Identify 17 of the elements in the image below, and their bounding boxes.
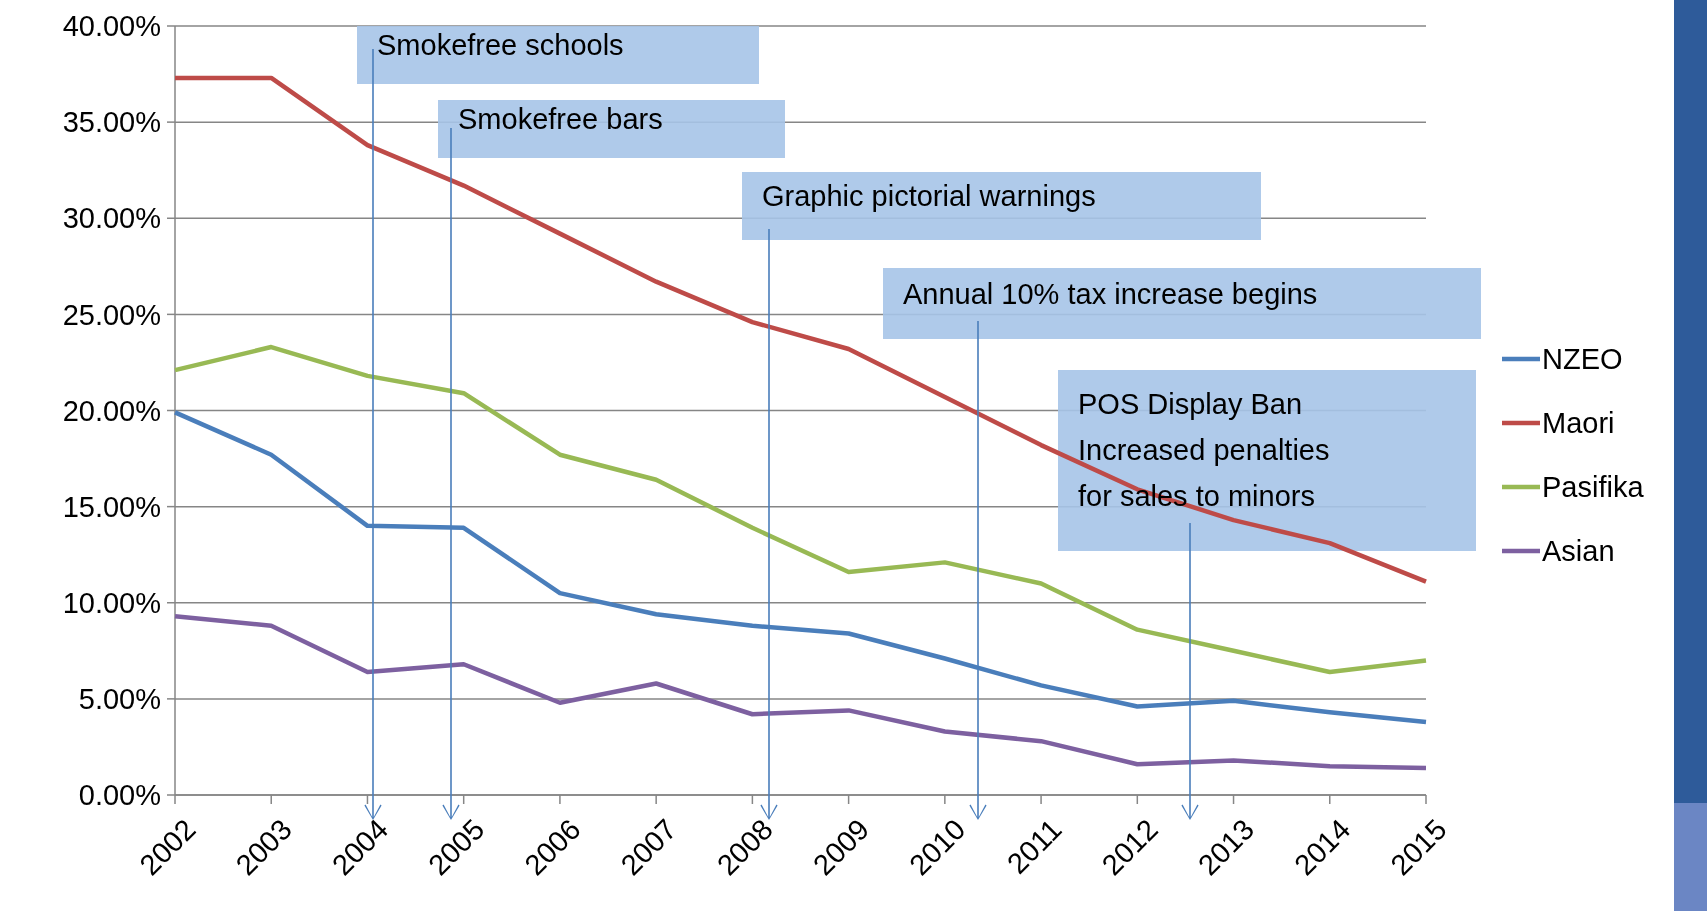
legend-label: NZEO (1542, 343, 1623, 376)
y-tick-label: 10.00% (62, 586, 161, 619)
annotation: Annual 10% tax increase begins (903, 277, 1318, 310)
y-tick-label: 5.00% (78, 683, 161, 716)
y-tick-label: 35.00% (62, 106, 161, 139)
y-tick-label: 20.00% (62, 394, 161, 427)
y-tick-label: 0.00% (78, 779, 161, 812)
y-tick-label: 30.00% (62, 202, 161, 235)
y-tick-label: 15.00% (62, 490, 161, 523)
annotation: Graphic pictorial warnings (762, 180, 1096, 212)
y-tick-label: 40.00% (62, 10, 161, 43)
legend-label: Pasifika (1542, 471, 1645, 504)
legend-label: Maori (1542, 407, 1615, 440)
annotation: Smokefree bars (458, 103, 663, 135)
annotation: Smokefree schools (377, 29, 624, 61)
y-tick-label: 25.00% (62, 298, 161, 331)
legend-label: Asian (1542, 535, 1615, 568)
